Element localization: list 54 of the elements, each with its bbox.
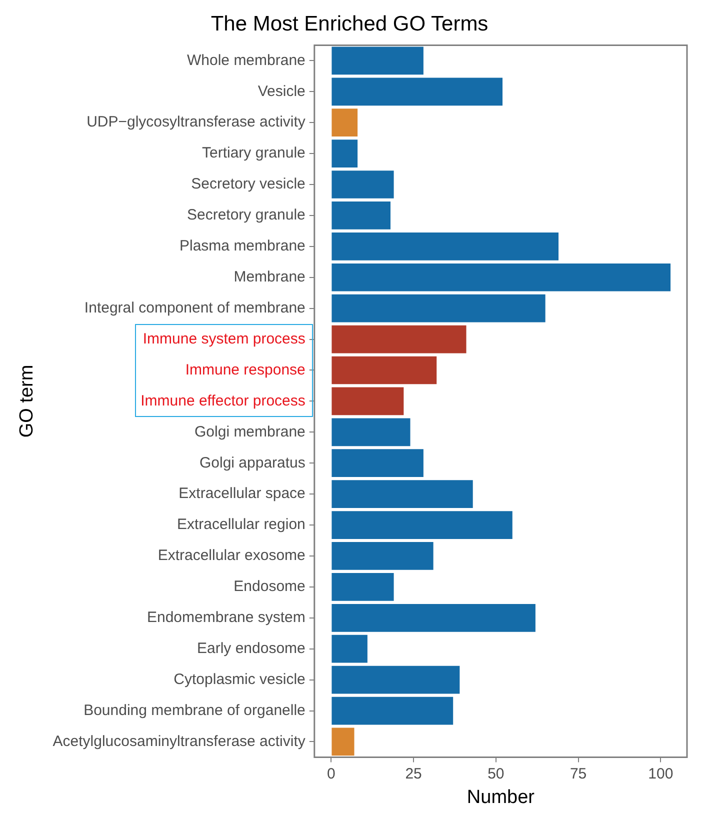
y-tick-label: Immune system process <box>142 330 306 348</box>
y-tick-label: Extracellular space <box>178 485 306 502</box>
y-tick-label: Vesicle <box>258 82 306 100</box>
bar <box>332 325 466 354</box>
x-tick-label: 0 <box>327 765 336 782</box>
y-tick-label: Early endosome <box>196 640 306 657</box>
bar <box>332 666 460 694</box>
bar <box>332 542 434 570</box>
y-tick-label: Whole membrane <box>187 52 306 69</box>
y-tick-label: Golgi apparatus <box>199 454 306 472</box>
y-tick-label: Endosome <box>234 578 306 596</box>
chart-title: The Most Enriched GO Terms <box>210 12 488 36</box>
bar <box>332 108 358 137</box>
bar <box>332 46 424 75</box>
x-tick-label: 50 <box>488 765 504 782</box>
y-tick-label: Extracellular region <box>176 516 306 534</box>
bar <box>332 78 503 106</box>
bar <box>332 202 390 230</box>
y-tick-label: Tertiary granule <box>202 144 306 162</box>
y-tick-label: UDP−glycosyltransferase activity <box>86 114 306 131</box>
y-tick-label: Cytoplasmic vesicle <box>174 670 306 688</box>
y-tick-label: Endomembrane system <box>146 609 306 626</box>
bar <box>332 511 512 539</box>
x-tick-label: 25 <box>405 765 422 782</box>
x-axis-title: Number <box>466 786 536 808</box>
y-tick-label: Secretory granule <box>186 206 306 224</box>
bar <box>332 232 559 260</box>
bar <box>332 170 394 198</box>
bar <box>332 387 404 416</box>
bar <box>332 140 358 168</box>
bar <box>332 263 671 292</box>
bar <box>332 449 424 478</box>
y-tick-label: Membrane <box>234 268 306 286</box>
x-tick-label: 100 <box>648 765 674 782</box>
bar <box>332 634 368 663</box>
bar <box>332 728 354 756</box>
y-axis-title: GO term <box>16 364 38 438</box>
y-tick-label: Immune effector process <box>140 392 306 410</box>
x-tick-label: 75 <box>570 765 587 782</box>
y-tick-label: Plasma membrane <box>180 238 306 255</box>
y-tick-label: Integral component of membrane <box>84 299 306 316</box>
bar <box>332 418 410 446</box>
y-tick-label: Acetylglucosaminyltransferase activity <box>52 732 306 750</box>
y-tick-label: Secretory vesicle <box>191 176 306 193</box>
bar <box>332 696 454 725</box>
y-tick-label: Golgi membrane <box>194 423 306 440</box>
y-tick-label: Immune response <box>185 361 306 378</box>
y-tick-label: Bounding membrane of organelle <box>84 702 306 719</box>
bar <box>332 604 536 632</box>
bar <box>332 356 437 384</box>
bar <box>332 294 546 322</box>
bar <box>332 573 394 601</box>
y-tick-label: Extracellular exosome <box>158 547 306 564</box>
bar <box>332 480 473 508</box>
